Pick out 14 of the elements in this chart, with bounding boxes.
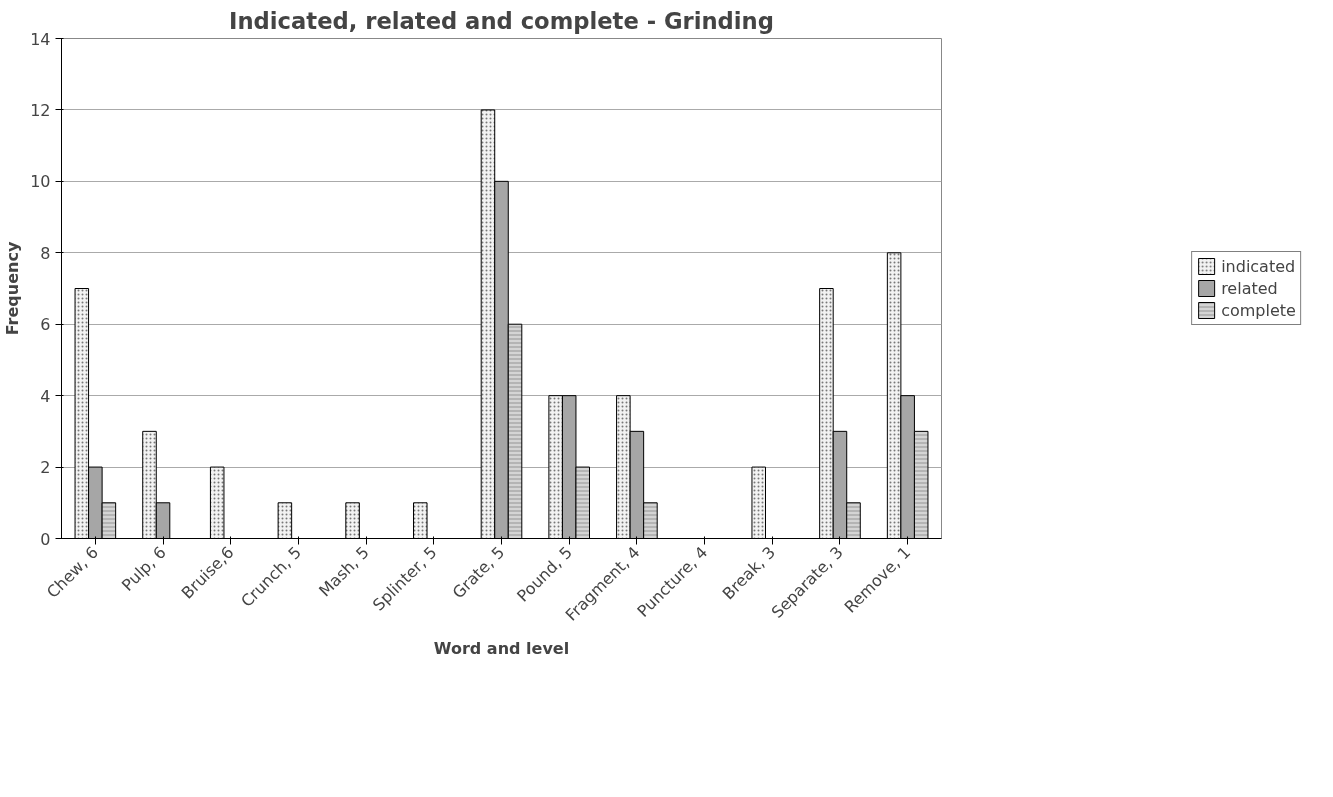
- legend-label: indicated: [1221, 256, 1296, 276]
- y-tick-label: 8: [40, 243, 51, 263]
- legend-label: related: [1221, 278, 1278, 298]
- y-tick-label: 12: [30, 100, 51, 120]
- y-tick-label: 4: [40, 386, 51, 406]
- chart-title: Indicated, related and complete - Grinding: [229, 7, 774, 34]
- y-tick-label: 10: [30, 172, 51, 192]
- y-tick-label: 14: [30, 29, 51, 49]
- y-axis-title: Frequency: [3, 241, 23, 336]
- legend-label: complete: [1221, 300, 1296, 320]
- y-tick-label: 0: [40, 529, 51, 549]
- y-tick-label: 6: [40, 315, 51, 335]
- y-tick-label: 2: [40, 458, 51, 478]
- x-axis-title: Word and level: [433, 639, 570, 659]
